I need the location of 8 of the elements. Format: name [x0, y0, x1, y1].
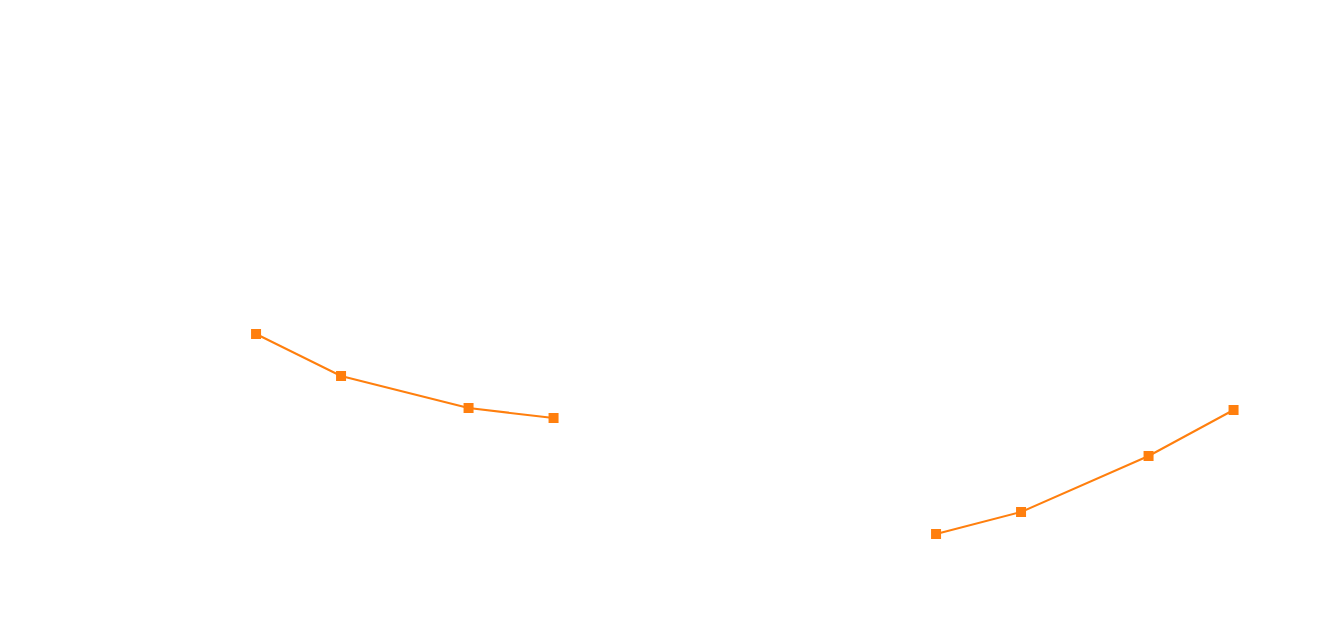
point — [1143, 451, 1154, 461]
point — [1016, 507, 1027, 517]
point — [251, 329, 262, 339]
point — [463, 403, 474, 413]
point — [336, 371, 347, 381]
point — [548, 413, 559, 423]
point — [1228, 405, 1239, 415]
point — [931, 529, 942, 539]
